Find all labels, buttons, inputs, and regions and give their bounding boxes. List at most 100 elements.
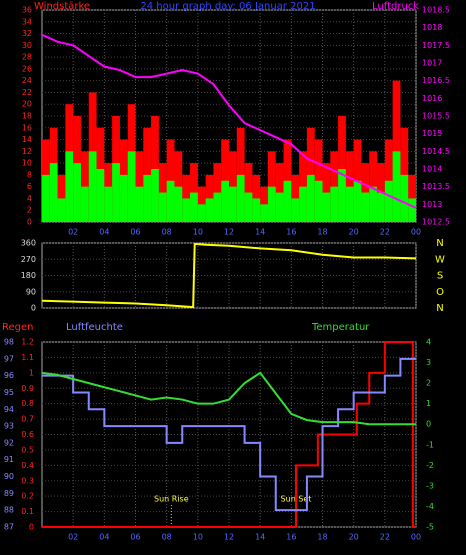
y2-tick-label: W [435,254,445,265]
wind-bar [49,163,58,222]
y-tick-label: 0.8 [21,399,34,408]
y-tick-label: 26 [22,64,32,73]
y2-tick-label: N [436,238,443,249]
wind-bar [80,186,89,222]
x-tick-label: 10 [193,533,203,542]
y2-tick-label: 98 [4,338,14,347]
wind-bar [330,186,339,222]
y2-tick-label: 1016.5 [422,76,450,85]
series-line [42,357,416,512]
x-tick-label: 06 [130,533,140,542]
y-tick-label: 18 [22,112,32,121]
y-tick-label: 270 [21,255,36,264]
wind-bar [182,198,191,222]
series-line [41,242,417,309]
wind-bar [236,174,245,222]
y2-tick-label: 95 [4,388,14,397]
wind-bar [392,151,401,222]
y-tick-label: 90 [26,287,36,296]
wind-bar [400,174,409,222]
wind-bar [314,180,323,222]
y-tick-label: 0 [31,304,36,313]
wind-bar [260,204,268,222]
y-tick-label: 0.9 [21,384,34,393]
y2-tick-label: 1018.5 [422,6,450,15]
y-tick-label: 30 [22,41,32,50]
y-tick-label: 0 [27,218,32,227]
wind-bar [353,180,362,222]
y2-tick-label: 1015 [422,129,442,138]
y2-tick-label: 1013 [422,200,442,209]
y-tick-label: 180 [21,271,36,280]
y-tick-label: 1.2 [21,338,34,347]
wind-bar [135,186,144,222]
y-tick-label: 0.1 [21,507,34,516]
wind-bar [104,186,113,222]
wind-bar [158,192,167,222]
y2-tick-label: N [436,303,443,314]
wind-bar [88,151,97,222]
wind-bar [96,169,105,222]
y2-tick-label: 87 [4,523,14,532]
wind-bar [361,192,370,222]
y-tick-label: 0.2 [21,492,34,501]
y-tick-label: 16 [22,123,32,132]
y2-tick-label: 91 [4,455,14,464]
y-tick-label: 28 [22,53,32,62]
wind-bar [408,198,416,222]
y-tick-label: 24 [22,76,32,85]
x-tick-label: 00 [411,533,421,542]
y2-tick-label: 96 [4,371,14,380]
x-tick-label: 14 [255,228,265,237]
wind-bar [197,204,206,222]
wind-bar [119,174,128,222]
wind-bar [127,151,136,222]
wind-bar [338,169,346,222]
wind-bar [244,192,253,222]
y-tick-label: 1.1 [21,353,34,362]
y-tick-label: 10 [22,159,32,168]
legend-temperatur: Temperatur [311,322,370,333]
x-tick-label: 12 [224,228,234,237]
x-tick-label: 08 [162,533,172,542]
x-tick-label: 18 [317,533,327,542]
wind-bar [369,186,378,222]
x-tick-label: 10 [193,228,203,237]
wind-bar [229,151,237,222]
wind-bar [57,198,66,222]
y2-tick-label: 1017.5 [422,41,450,50]
annotation: Sun Rise [154,495,189,504]
x-tick-label: 14 [255,533,265,542]
x-tick-label: 20 [349,228,359,237]
wind-bar [65,151,74,222]
wind-bar [267,151,276,222]
wind-bar [151,169,159,222]
y3-tick-label: -3 [426,481,434,490]
y2-tick-label: 1015.5 [422,112,450,121]
wind-bar [369,151,378,222]
x-tick-label: 02 [68,228,78,237]
y-tick-label: 14 [22,135,32,144]
wind-bar [190,192,198,222]
y-tick-label: 32 [22,29,32,38]
y3-tick-label: 3 [426,358,431,367]
y2-tick-label: 90 [4,472,14,481]
legend-regen: Regen [2,322,34,333]
x-tick-label: 04 [99,228,109,237]
wind-bar [174,186,183,222]
y-tick-label: 0.4 [21,461,34,470]
wind-bar [205,198,214,222]
y2-tick-label: 97 [4,354,14,363]
x-tick-label: 18 [317,228,327,237]
wind-bar [229,186,237,222]
x-tick-label: 16 [286,228,296,237]
x-tick-label: 06 [130,228,140,237]
wind-bar [330,151,339,222]
x-tick-label: 08 [162,228,172,237]
x-tick-label: 02 [68,533,78,542]
wind-bar [80,151,89,222]
wind-bar [322,192,331,222]
y3-tick-label: -4 [426,502,434,511]
y-tick-label: 20 [22,100,32,109]
